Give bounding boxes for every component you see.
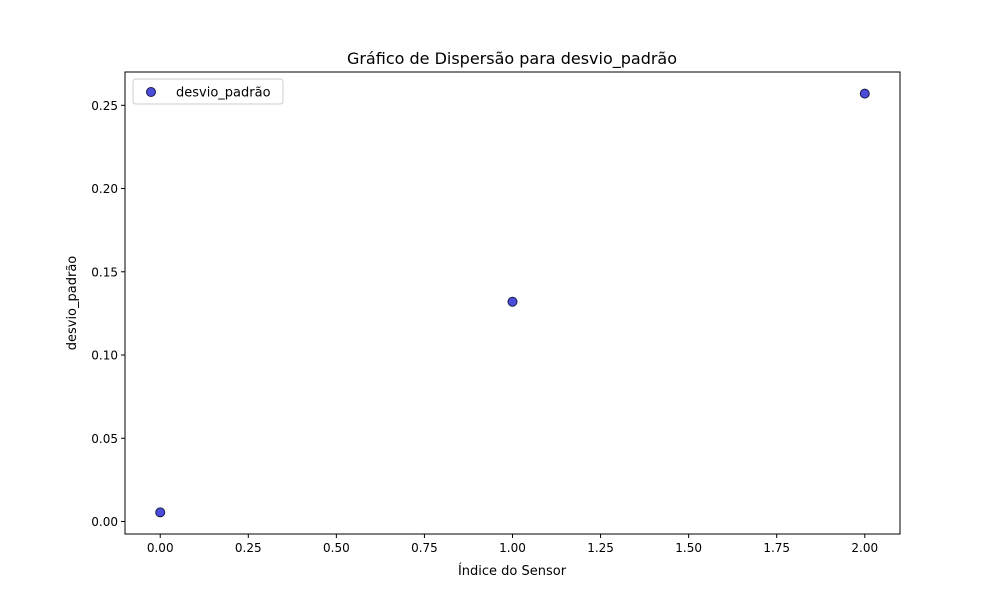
legend-label: desvio_padrão [176,86,271,101]
legend-box [132,78,284,105]
x-tick-label: 1.75 [763,541,790,555]
x-axis-ticks: 0.00 0.25 0.50 0.75 1.00 1.25 1.50 1.75 2.00 [147,534,878,555]
legend: desvio_padrão [132,78,284,105]
y-axis-ticks: 0.00 0.05 0.10 0.15 0.20 0.25 [91,99,125,529]
x-tick-label: 0.50 [323,541,350,555]
legend-marker [146,87,156,97]
y-tick-label: 0.25 [91,99,118,113]
x-tick-label: 0.00 [147,541,174,555]
data-point [859,88,870,99]
y-tick-label: 0.10 [91,349,118,363]
x-axis-label: Índice do Sensor [458,563,567,579]
y-tick-label: 0.20 [91,182,118,196]
data-point [155,507,166,518]
x-tick-label: 0.25 [235,541,262,555]
y-tick-label: 0.00 [91,515,118,529]
x-tick-label: 1.25 [587,541,614,555]
data-points [155,88,870,518]
x-tick-label: 2.00 [851,541,878,555]
x-tick-label: 1.50 [675,541,702,555]
y-axis-label: desvio_padrão [65,256,80,351]
y-tick-label: 0.15 [91,265,118,279]
x-tick-label: 0.75 [411,541,438,555]
x-tick-label: 1.00 [499,541,526,555]
data-point [507,296,518,307]
y-tick-label: 0.05 [91,432,118,446]
chart-title: Gráfico de Dispersão para desvio_padrão [347,49,677,69]
